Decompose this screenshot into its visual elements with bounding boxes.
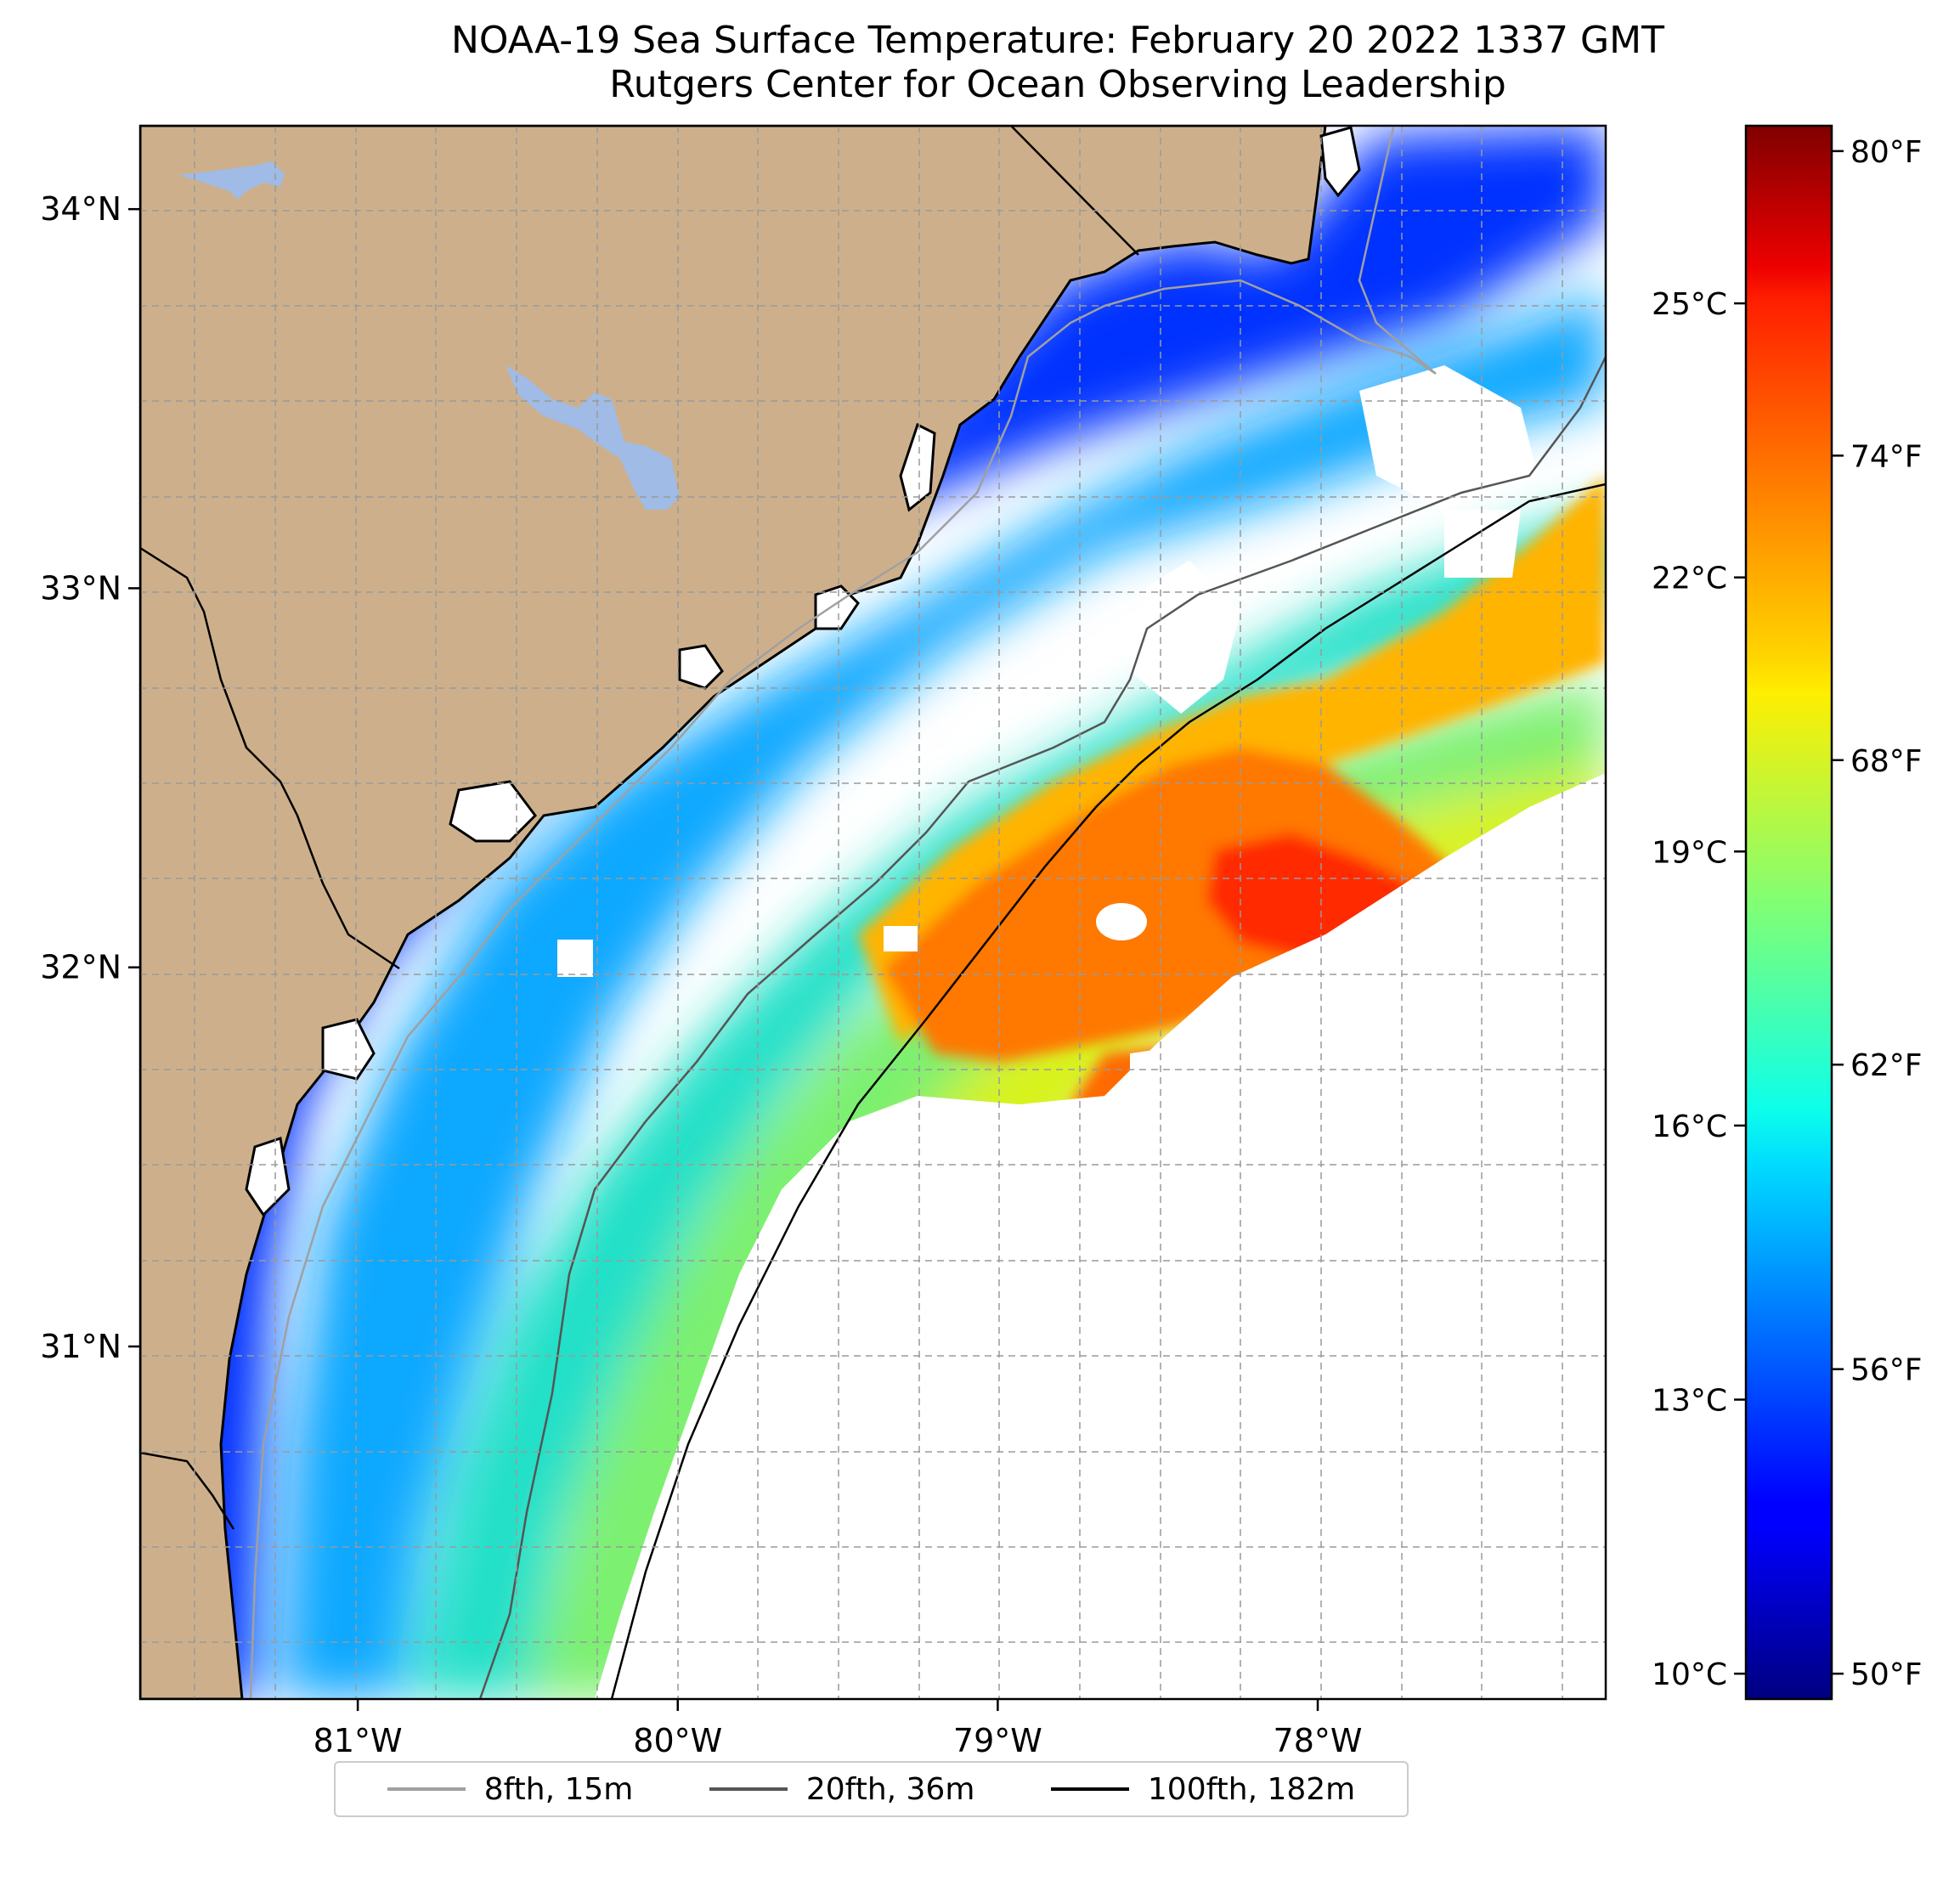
isobath-8fth [249,127,1437,1699]
legend: 8fth, 15m 20fth, 36m 100fth, 182m [334,1761,1409,1817]
title-line-1: NOAA-19 Sea Surface Temperature: Februar… [451,19,1664,62]
legend-swatch-8fth [387,1787,466,1791]
legend-label-20fth: 20fth, 36m [805,1771,975,1807]
lon-tick-label: 81°W [313,1722,403,1759]
lat-tick-label: 34°N [40,190,121,228]
legend-label-100fth: 100fth, 182m [1147,1771,1356,1807]
map-frame [138,124,1607,1701]
title-line-2: Rutgers Center for Ocean Observing Leade… [609,63,1506,106]
gridlines [140,126,1606,1699]
lake-marion [178,161,285,200]
latitude-axis: 34°N 33°N 32°N 31°N [40,190,140,1365]
lat-tick-label: 33°N [40,569,121,607]
isobath-20fth [478,356,1606,1699]
longitude-axis: 81°W 80°W 79°W 78°W [313,1699,1363,1759]
legend-swatch-100fth [1050,1787,1129,1791]
lon-tick-label: 80°W [633,1722,722,1759]
isobaths [249,127,1606,1699]
chart-title: NOAA-19 Sea Surface Temperature: Februar… [0,19,1960,107]
legend-item-100fth: 100fth, 182m [1050,1771,1356,1807]
legend-label-8fth: 8fth, 15m [483,1771,634,1807]
legend-swatch-20fth [709,1787,788,1791]
isobath-100fth [610,483,1606,1699]
lon-tick-label: 79°W [953,1722,1042,1759]
lat-tick-label: 32°N [40,949,121,986]
legend-item-8fth: 8fth, 15m [387,1771,634,1807]
lat-tick-label: 31°N [40,1328,121,1365]
legend-item-20fth: 20fth, 36m [709,1771,975,1807]
lon-tick-label: 78°W [1274,1722,1363,1759]
cloud-mask [557,365,1606,1699]
